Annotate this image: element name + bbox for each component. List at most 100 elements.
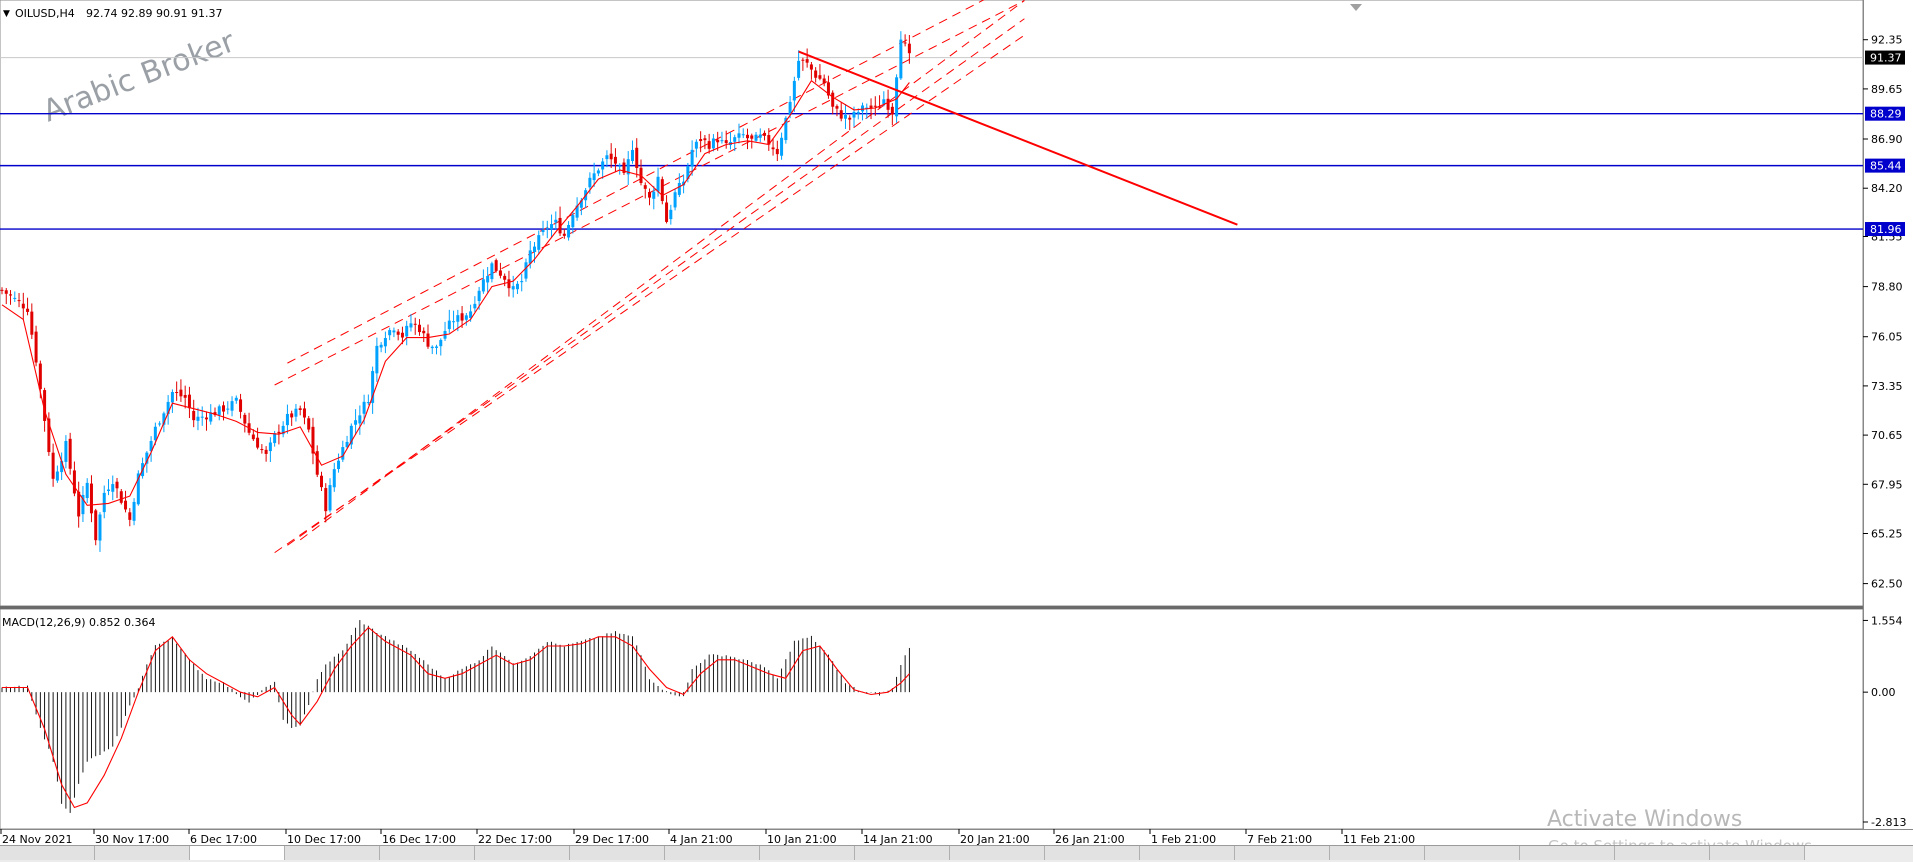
y-tick-label: 89.65: [1871, 83, 1903, 96]
candle-body: [630, 149, 634, 162]
macd-histogram: [1, 620, 910, 813]
candle-body: [298, 408, 302, 410]
candle-body: [294, 408, 298, 417]
symbol-tab-bar: [0, 845, 1913, 862]
candle-body: [51, 452, 55, 479]
symbol-tab[interactable]: [950, 846, 1045, 860]
candle-body: [396, 331, 400, 335]
candles: [0, 31, 911, 552]
candle-body: [609, 153, 613, 160]
symbol-tab[interactable]: [190, 846, 285, 860]
y-tick-label: 62.50: [1871, 578, 1903, 591]
symbol-tab[interactable]: [570, 846, 665, 860]
candle-body: [792, 80, 796, 101]
symbol-tab[interactable]: [1330, 846, 1425, 860]
scroll-marker-icon[interactable]: [1350, 4, 1362, 11]
candle-body: [682, 181, 686, 186]
candle-body: [388, 330, 392, 336]
candle-body: [486, 275, 490, 283]
symbol-tab[interactable]: [285, 846, 380, 860]
x-tick-label: 7 Feb 21:00: [1247, 833, 1312, 845]
candle-body: [878, 106, 882, 108]
candle-body: [124, 500, 128, 510]
candle-body: [822, 78, 826, 84]
candle-body: [528, 250, 532, 264]
moving-average: [1, 79, 910, 506]
symbol-tab[interactable]: [1520, 846, 1615, 860]
candle-body: [562, 233, 566, 236]
candle-body: [575, 205, 579, 218]
candle-body: [567, 225, 571, 238]
candle-body: [281, 425, 285, 435]
symbol-tab[interactable]: [475, 846, 570, 860]
macd-tick-label: 0.00: [1871, 686, 1896, 699]
candle-body: [115, 481, 119, 489]
candle-body: [358, 415, 362, 424]
symbol-menu-icon[interactable]: ▼: [3, 9, 10, 19]
candle-body: [422, 330, 426, 334]
candle-body: [511, 286, 515, 290]
candle-body: [481, 279, 485, 292]
symbol-tab[interactable]: [1045, 846, 1140, 860]
symbol-tab[interactable]: [0, 846, 95, 860]
candle-body: [94, 510, 98, 541]
candle-body: [767, 135, 771, 145]
symbol-tab[interactable]: [665, 846, 760, 860]
candle-body: [222, 405, 226, 412]
symbol-tab[interactable]: [760, 846, 855, 860]
candle-body: [592, 173, 596, 181]
candle-body: [699, 139, 703, 142]
candle-body: [733, 137, 737, 142]
candle-body: [746, 134, 749, 139]
symbol-tab[interactable]: [855, 846, 950, 860]
candle-body: [903, 42, 907, 44]
candle-body: [200, 416, 204, 418]
price-tag-label: 81.96: [1870, 223, 1902, 236]
candle-body: [805, 59, 809, 63]
candle-body: [239, 399, 243, 412]
activate-windows-subtitle: Go to Settings to activate Windows.: [1548, 837, 1817, 845]
y-tick-label: 73.35: [1871, 380, 1903, 393]
candle-body: [724, 140, 728, 144]
price-tag-label: 91.37: [1870, 52, 1902, 65]
candle-body: [405, 325, 409, 337]
candle-body: [68, 438, 72, 469]
candle-body: [439, 339, 443, 347]
candle-body: [260, 449, 264, 451]
candle-body: [158, 423, 162, 425]
macd-pane-frame: [0, 608, 1864, 830]
symbol-tab[interactable]: [95, 846, 190, 860]
symbol-tab[interactable]: [1710, 846, 1805, 860]
candle-body: [447, 320, 451, 330]
candle-body: [55, 471, 59, 481]
symbol-tab[interactable]: [1140, 846, 1235, 860]
symbol-tab[interactable]: [1235, 846, 1330, 860]
candle-body: [507, 279, 511, 289]
candle-body: [111, 484, 115, 492]
candle-body: [153, 426, 157, 441]
symbol-tab[interactable]: [380, 846, 475, 860]
candle-body: [758, 134, 762, 138]
candle-body: [413, 323, 417, 325]
candle-body: [230, 401, 234, 411]
symbol-tab[interactable]: [1425, 846, 1520, 860]
candle-body: [354, 420, 358, 425]
candle-body: [72, 470, 76, 494]
candle-body: [622, 162, 626, 173]
time-axis: 24 Nov 2021 30 Nov 17:00 6 Dec 17:00 10 Dec…: [0, 829, 1415, 845]
candle-body: [324, 488, 328, 512]
current-price-tag: [1865, 50, 1905, 65]
candle-body: [852, 111, 856, 118]
candle-body: [341, 447, 345, 460]
y-tick-label: 92.35: [1871, 34, 1903, 47]
candle-body: [741, 134, 745, 136]
candle-body: [669, 209, 673, 220]
candle-body: [873, 105, 877, 107]
ohlc-readout: 92.74 92.89 90.91 91.37: [86, 7, 222, 20]
symbol-tab[interactable]: [1615, 846, 1710, 860]
candle-body: [192, 410, 196, 421]
candle-body: [515, 283, 519, 290]
candle-body: [882, 99, 886, 105]
candle-body: [332, 469, 336, 488]
